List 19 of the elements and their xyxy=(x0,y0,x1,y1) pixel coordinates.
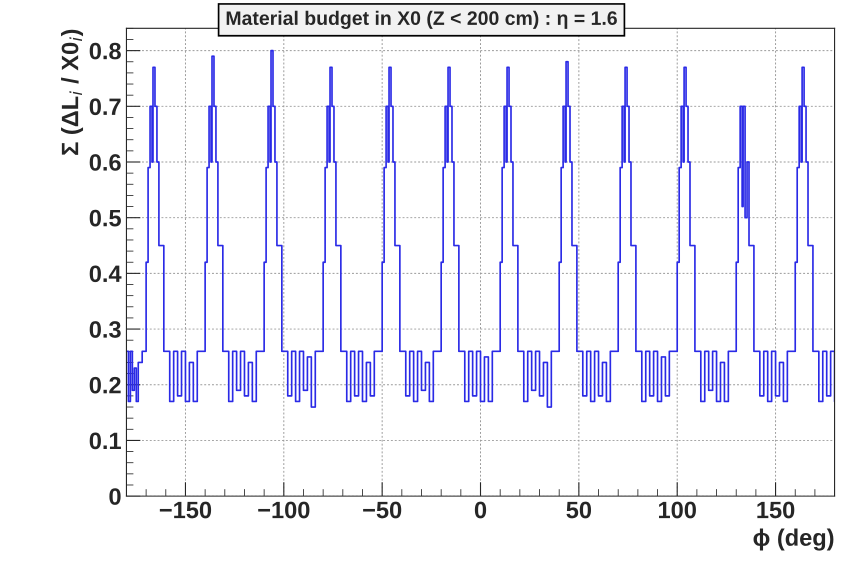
y-tick-label: 0.8 xyxy=(90,42,121,60)
y-axis-title: Σ (ΔL$_{i}$ / X0$_{i}$) xyxy=(61,30,84,155)
y-tick-label: 0.5 xyxy=(90,210,121,226)
x-tick-label: 150 xyxy=(757,502,794,518)
x-axis-title: ϕ (deg) xyxy=(754,528,834,551)
y-tick-label: 0.3 xyxy=(90,321,121,338)
x-tick-label: −50 xyxy=(363,502,402,518)
y-tick-label: 0.7 xyxy=(90,98,121,116)
y-tick-label: 0.4 xyxy=(90,265,122,282)
y-tick-label: 0 xyxy=(109,488,121,505)
x-tick-label: 100 xyxy=(659,502,696,518)
x-tick-label: 0 xyxy=(474,502,486,518)
x-tick-label: 50 xyxy=(566,502,592,518)
y-tick-label: 0.1 xyxy=(90,432,121,450)
x-tick-label: −150 xyxy=(160,502,212,518)
y-tick-label: 0.2 xyxy=(90,376,121,394)
y-tick-label: 0.6 xyxy=(90,154,121,171)
x-tick-label: −100 xyxy=(258,502,310,518)
chart-title: Material budget in X0 (Z < 200 cm) : η = 1.6 xyxy=(226,10,617,29)
